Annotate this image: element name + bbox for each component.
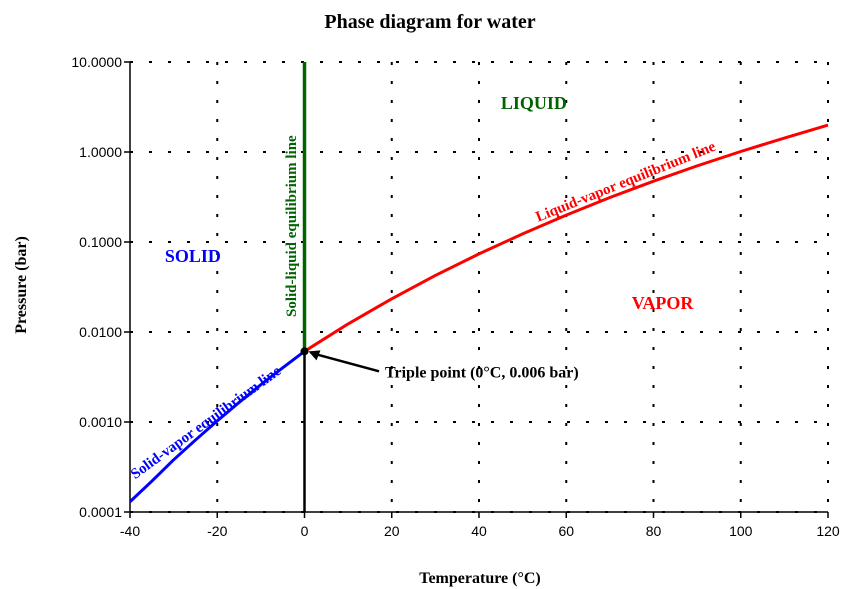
y-axis-title: Pressure (bar) [13,236,30,334]
y-tick-label: 10.0000 [71,54,122,70]
triple-point-annotation: Triple point (0°C, 0.006 bar) [385,364,579,381]
triple-point-arrowhead [308,350,321,361]
chart-title: Phase diagram for water [324,11,535,33]
y-tick-label: 0.0001 [79,504,122,520]
triple-point-arrow [312,352,380,373]
y-tick-label: 0.0100 [79,324,122,340]
x-tick-label: 120 [816,523,840,539]
region-label: SOLID [165,246,221,266]
x-axis-title: Temperature (°C) [419,570,540,587]
x-tick-label: 0 [301,523,309,539]
series-lines [128,62,829,512]
triple-point-marker [300,347,309,356]
x-tick-label: 40 [471,523,487,539]
series-label: Solid-liquid equilibrium line [284,135,300,317]
y-tick-label: 0.0010 [79,414,122,430]
series-line-1 [128,350,306,503]
y-tick-label: 0.1000 [79,234,122,250]
x-tick-label: -40 [120,523,140,539]
x-tick-label: 80 [646,523,662,539]
y-tick-label: 1.0000 [79,144,122,160]
grid-lines [130,61,829,513]
x-tick-label: -20 [207,523,227,539]
x-tick-label: 60 [558,523,574,539]
region-label: LIQUID [501,93,567,113]
region-label: VAPOR [632,293,695,313]
x-tick-label: 20 [384,523,400,539]
x-axis-ticks: -40 -20 0 20 40 60 80 100 120 [120,512,840,539]
series-line-2 [303,123,829,353]
y-axis-ticks: 0.0001 0.0010 0.0100 0.1000 1.0000 10.0000 [71,54,130,520]
x-tick-label: 100 [729,523,753,539]
